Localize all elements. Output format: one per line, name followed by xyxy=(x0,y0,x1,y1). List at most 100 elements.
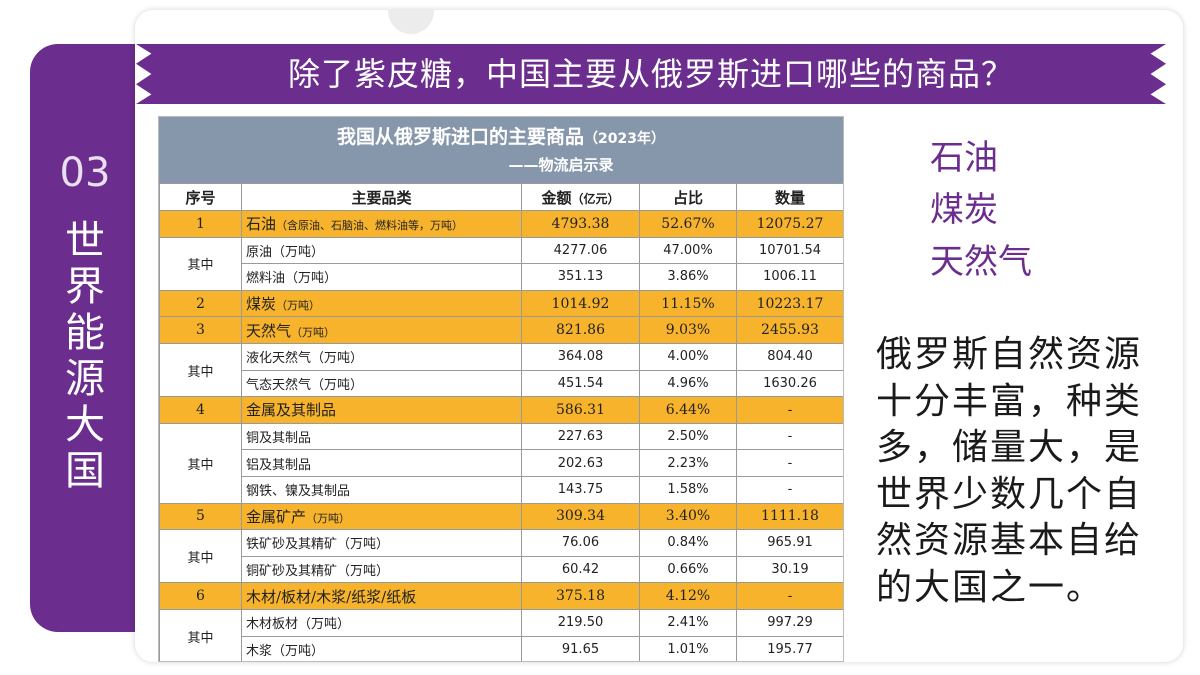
header-amount: 金额（亿元） xyxy=(521,183,640,211)
cell-amount: 1014.92 xyxy=(521,289,640,318)
section-title-char: 世 xyxy=(65,218,105,264)
imports-table: 序号 主要品类 金额（亿元） 占比 数量 1 石油（含原油、石脑油、燃料油等，万吨… xyxy=(159,183,843,661)
table-row-sub: 铝及其制品 202.63 2.23% - xyxy=(160,449,843,477)
table-row-sub: 钢铁、镍及其制品 143.75 1.58% - xyxy=(160,475,843,504)
cell-category: 金属矿产（万吨） xyxy=(241,502,522,531)
category-note: （万吨） xyxy=(291,325,336,339)
section-title-char: 界 xyxy=(65,264,105,310)
cell-seq: 1 xyxy=(159,210,242,238)
cell-quantity: 12075.27 xyxy=(736,210,843,238)
cell-group-label: 其中 xyxy=(159,529,242,584)
cell-quantity: 2455.93 xyxy=(736,316,843,344)
cell-category: 煤炭（万吨） xyxy=(241,289,522,318)
cell-category: 原油（万吨） xyxy=(241,236,522,265)
cell-share: 4.96% xyxy=(639,369,737,398)
table-body: 1 石油（含原油、石脑油、燃料油等，万吨） 4793.38 52.67% 12075.2… xyxy=(159,210,843,661)
category-name: 金属及其制品 xyxy=(246,401,337,420)
question-text: 除了紫皮糖，中国主要从俄罗斯进口哪些的商品？ xyxy=(287,55,1014,93)
section-title-char: 能 xyxy=(65,310,105,356)
highlight-item: 天然气 xyxy=(930,242,1032,282)
cell-quantity: - xyxy=(736,396,843,424)
cell-quantity: 997.29 xyxy=(736,608,843,637)
cell-amount: 219.50 xyxy=(521,608,640,637)
category-note: （万吨） xyxy=(306,511,351,525)
cell-amount: 821.86 xyxy=(521,316,640,344)
table-row-sub: 其中 原油（万吨） 4277.06 47.00% 10701.54 xyxy=(159,236,843,291)
cell-quantity: 10701.54 xyxy=(736,236,843,265)
cell-quantity: - xyxy=(736,422,843,451)
cell-share: 1.58% xyxy=(639,475,737,504)
cell-amount: 351.13 xyxy=(521,263,640,291)
cell-amount: 4277.06 xyxy=(521,236,640,265)
cell-quantity: 965.91 xyxy=(736,529,843,557)
cell-group-label: 其中 xyxy=(159,342,242,398)
section-number: 03 xyxy=(59,150,111,196)
cell-share: 2.50% xyxy=(639,422,737,451)
cell-group-label: 其中 xyxy=(159,422,242,504)
cell-amount: 60.42 xyxy=(521,555,640,584)
cell-category: 金属及其制品 xyxy=(241,396,522,424)
cell-share: 1.01% xyxy=(639,635,737,661)
category-name: 天然气 xyxy=(246,321,292,340)
highlight-item: 煤炭 xyxy=(930,190,998,230)
cell-share: 3.86% xyxy=(639,263,737,291)
cell-quantity: 195.77 xyxy=(736,635,843,661)
cell-group-label: 其中 xyxy=(159,236,242,291)
highlight-item: 石油 xyxy=(930,138,998,178)
cell-share: 4.00% xyxy=(639,342,737,371)
cell-amount: 76.06 xyxy=(521,529,640,557)
cell-category: 石油（含原油、石脑油、燃料油等，万吨） xyxy=(241,210,522,238)
cell-quantity: - xyxy=(736,582,843,610)
cell-seq: 2 xyxy=(159,289,242,318)
table-row-main: 4 金属及其制品 586.31 6.44% - xyxy=(159,396,843,424)
cell-category: 木材板材（万吨） xyxy=(241,608,522,637)
cell-quantity: 1111.18 xyxy=(736,502,843,531)
category-note: （万吨） xyxy=(276,299,321,313)
cell-seq: 4 xyxy=(159,396,242,424)
cell-amount: 364.08 xyxy=(521,342,640,371)
table-row-main: 6 木材/板材/木浆/纸浆/纸板 375.18 4.12% - xyxy=(159,582,843,610)
cell-share: 9.03% xyxy=(639,316,737,344)
cell-category: 铜矿砂及其精矿（万吨） xyxy=(241,555,522,584)
cell-category: 木浆（万吨） xyxy=(241,635,522,661)
cell-amount: 91.65 xyxy=(521,635,640,661)
table-source: ——物流启示录 xyxy=(508,156,614,174)
cell-quantity: 30.19 xyxy=(736,555,843,584)
cell-quantity: 804.40 xyxy=(736,342,843,371)
cell-amount: 4793.38 xyxy=(521,210,640,238)
cell-quantity: - xyxy=(736,449,843,477)
cell-share: 3.40% xyxy=(639,502,737,531)
cell-quantity: - xyxy=(736,475,843,504)
cell-share: 4.12% xyxy=(639,582,737,610)
table-row-sub: 木浆（万吨） 91.65 1.01% 195.77 xyxy=(160,635,843,661)
table-row-sub: 其中 木材板材（万吨） 219.50 2.41% 997.29 xyxy=(159,608,843,661)
table-row-sub: 其中 液化天然气（万吨） 364.08 4.00% 804.40 xyxy=(159,342,843,398)
table-row-sub: 燃料油（万吨） 351.13 3.86% 1006.11 xyxy=(160,263,843,291)
table-row-sub: 铜矿砂及其精矿（万吨） 60.42 0.66% 30.19 xyxy=(160,555,843,584)
cell-amount: 143.75 xyxy=(521,475,640,504)
table-row-sub: 其中 铁矿砂及其精矿（万吨） 76.06 0.84% 965.91 xyxy=(159,529,843,584)
cell-share: 11.15% xyxy=(639,289,737,318)
cell-category: 木材/板材/木浆/纸浆/纸板 xyxy=(241,582,522,610)
table-row-sub: 其中 铜及其制品 227.63 2.50% - xyxy=(159,422,843,504)
cell-quantity: 10223.17 xyxy=(736,289,843,318)
cell-share: 2.23% xyxy=(639,449,737,477)
table-header-block: 我国从俄罗斯进口的主要商品（2023年） ——物流启示录 xyxy=(159,117,843,183)
cell-category: 气态天然气（万吨） xyxy=(241,369,522,398)
table-row-sub: 气态天然气（万吨） 451.54 4.96% 1630.26 xyxy=(160,369,843,398)
cell-group-label: 其中 xyxy=(159,608,242,661)
cell-category: 铜及其制品 xyxy=(241,422,522,451)
cell-amount: 227.63 xyxy=(521,422,640,451)
cell-category: 铝及其制品 xyxy=(241,449,522,477)
imports-table-figure: 我国从俄罗斯进口的主要商品（2023年） ——物流启示录 序号 主要品类 金额（… xyxy=(158,116,844,662)
table-row-main: 2 煤炭（万吨） 1014.92 11.15% 10223.17 xyxy=(159,289,843,318)
cell-amount: 451.54 xyxy=(521,369,640,398)
cell-category: 钢铁、镍及其制品 xyxy=(241,475,522,504)
question-banner xyxy=(136,44,1166,104)
section-title-char: 大 xyxy=(65,402,105,448)
cell-amount: 309.34 xyxy=(521,502,640,531)
header-quantity: 数量 xyxy=(736,183,843,211)
section-title-char: 源 xyxy=(65,356,105,402)
cell-seq: 3 xyxy=(159,316,242,344)
cell-share: 47.00% xyxy=(639,236,737,265)
